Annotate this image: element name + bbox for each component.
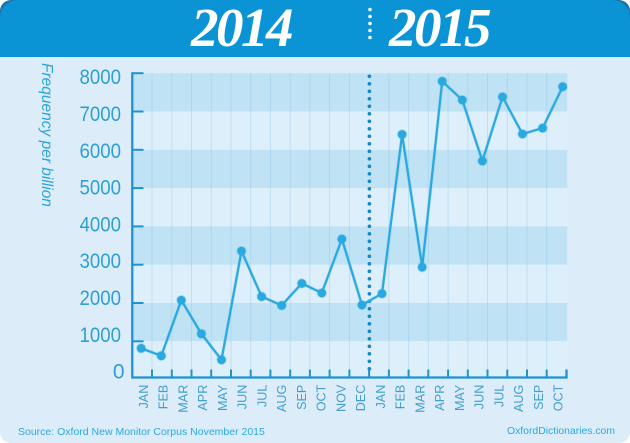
svg-text:OCT: OCT xyxy=(315,384,329,411)
svg-text:3000: 3000 xyxy=(80,250,122,273)
svg-text:MAY: MAY xyxy=(216,384,230,411)
svg-text:JAN: JAN xyxy=(374,385,388,409)
svg-text:JAN: JAN xyxy=(137,385,151,409)
svg-text:FEB: FEB xyxy=(394,385,408,410)
svg-text:0: 0 xyxy=(113,361,125,384)
svg-text:MAR: MAR xyxy=(413,385,427,413)
svg-text:JUL: JUL xyxy=(492,385,506,407)
svg-text:6000: 6000 xyxy=(80,140,122,163)
svg-text:MAR: MAR xyxy=(176,385,190,413)
svg-text:7000: 7000 xyxy=(80,103,122,126)
svg-text:DEC: DEC xyxy=(354,385,368,412)
svg-text:8000: 8000 xyxy=(80,66,122,89)
svg-text:4000: 4000 xyxy=(80,213,122,236)
svg-text:AUG: AUG xyxy=(275,385,289,412)
svg-text:1000: 1000 xyxy=(80,324,122,347)
svg-text:APR: APR xyxy=(433,385,447,411)
svg-text:SEP: SEP xyxy=(295,385,309,410)
svg-text:FEB: FEB xyxy=(157,385,171,410)
svg-text:JUN: JUN xyxy=(236,385,250,410)
svg-text:JUN: JUN xyxy=(473,385,487,410)
svg-text:2000: 2000 xyxy=(80,287,122,310)
svg-text:MAY: MAY xyxy=(453,384,467,411)
svg-text:SEP: SEP xyxy=(532,385,546,410)
svg-text:5000: 5000 xyxy=(80,177,122,200)
svg-text:OCT: OCT xyxy=(552,384,566,411)
svg-text:AUG: AUG xyxy=(512,385,526,412)
svg-text:NOV: NOV xyxy=(334,384,348,412)
svg-text:APR: APR xyxy=(196,385,210,411)
svg-text:JUL: JUL xyxy=(255,385,269,407)
